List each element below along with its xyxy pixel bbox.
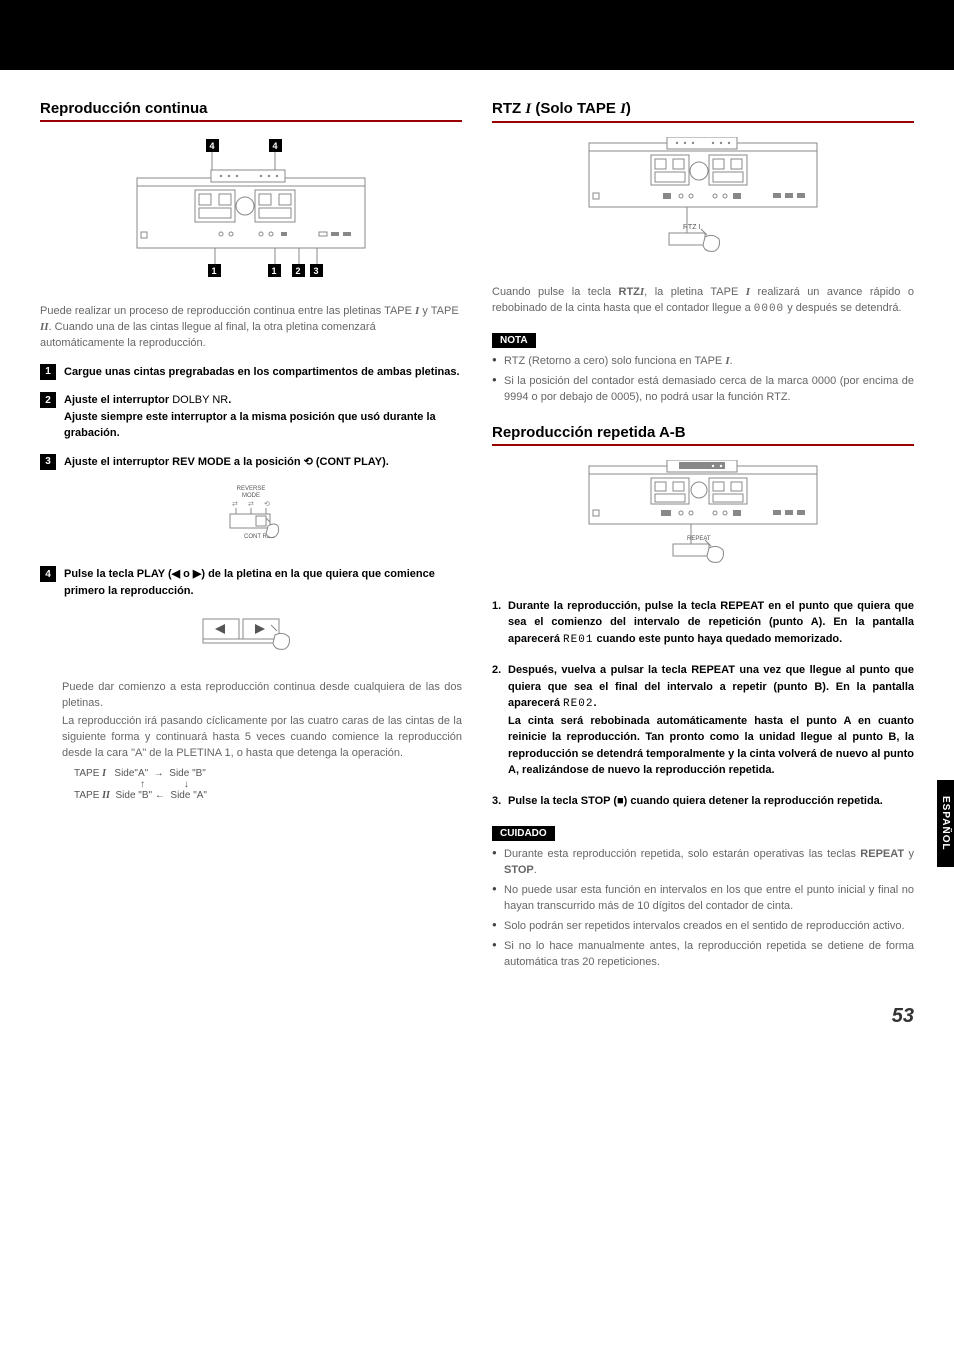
language-tab: ESPAÑOL (937, 780, 954, 867)
step-text: Ajuste el interruptor REV MODE a la posi… (64, 454, 462, 471)
svg-text:4: 4 (272, 141, 277, 151)
svg-text:1: 1 (211, 266, 216, 276)
intro-paragraph: Puede realizar un proceso de reproducció… (40, 304, 462, 352)
rev-mode-diagram: REVERSE MODE ⇄ ⇄ ⟲ CONT REC (40, 482, 462, 552)
ab-step-2: Después, vuelva a pulsar la tecla REPEAT… (492, 662, 914, 779)
note-list: RTZ (Retorno a cero) solo funciona en TA… (492, 354, 914, 406)
step-number: 1 (40, 364, 56, 380)
after-step4-p2: La reproducción irá pasando cíclicamente… (62, 714, 462, 762)
note-label: NOTA (492, 333, 536, 348)
caution-item: No puede usar esta función en intervalos… (492, 883, 914, 915)
step-number: 4 (40, 566, 56, 582)
header-bar (0, 0, 954, 70)
deck-diagram-ab: REPEAT (492, 460, 914, 580)
svg-text:2: 2 (295, 266, 300, 276)
rtz-body: Cuando pulse la tecla RTZI, la pletina T… (492, 285, 914, 318)
caution-list: Durante esta reproducción repetida, solo… (492, 847, 914, 971)
step-text: Ajuste el interruptor DOLBY NR.Ajuste si… (64, 392, 462, 442)
deck-diagram-rtz: RTZ I (492, 137, 914, 267)
svg-text:1: 1 (271, 266, 276, 276)
deck-diagram-continuous: 4 4 (40, 136, 462, 286)
note-item: Si la posición del contador está demasia… (492, 374, 914, 406)
svg-text:REVERSE: REVERSE (237, 486, 266, 492)
ab-steps: Durante la reproducción, pulse la tecla … (492, 598, 914, 810)
svg-text:4: 4 (209, 141, 214, 151)
right-column: RTZ I (Solo TAPE I) (492, 100, 914, 985)
ab-step-3: Pulse la tecla STOP (■) cuando quiera de… (492, 793, 914, 810)
step-text: Cargue unas cintas pregrabadas en los co… (64, 364, 462, 381)
play-buttons-diagram (40, 611, 462, 666)
step-2: 2 Ajuste el interruptor DOLBY NR.Ajuste … (40, 392, 462, 442)
step-3: 3 Ajuste el interruptor REV MODE a la po… (40, 454, 462, 471)
step-text: Pulse la tecla PLAY (◀ o ▶) de la pletin… (64, 566, 462, 599)
caution-item: Solo podrán ser repetidos intervalos cre… (492, 919, 914, 935)
svg-text:⇄: ⇄ (248, 501, 254, 508)
svg-text:3: 3 (313, 266, 318, 276)
note-item: RTZ (Retorno a cero) solo funciona en TA… (492, 354, 914, 370)
step-4: 4 Pulse la tecla PLAY (◀ o ▶) de la plet… (40, 566, 462, 599)
page-number: 53 (0, 1005, 954, 1048)
left-column: Reproducción continua 4 4 (40, 100, 462, 985)
svg-text:MODE: MODE (242, 493, 260, 499)
rtz-label: RTZ I (683, 224, 700, 231)
section-title-rtz: RTZ I (Solo TAPE I) (492, 100, 914, 123)
ab-step-1: Durante la reproducción, pulse la tecla … (492, 598, 914, 649)
side-flow: TAPE I Side"A" → Side "B" ↑ ↓ TAPE II Si… (74, 768, 462, 801)
svg-text:⇄: ⇄ (232, 501, 238, 508)
caution-label: CUIDADO (492, 826, 555, 841)
svg-text:⟲: ⟲ (264, 501, 270, 508)
section-title-continuous: Reproducción continua (40, 100, 462, 122)
caution-item: Si no lo hace manualmente antes, la repr… (492, 939, 914, 971)
step-number: 2 (40, 392, 56, 408)
caution-item: Durante esta reproducción repetida, solo… (492, 847, 914, 879)
step-number: 3 (40, 454, 56, 470)
step-1: 1 Cargue unas cintas pregrabadas en los … (40, 364, 462, 381)
after-step4-p1: Puede dar comienzo a esta reproducción c… (62, 680, 462, 712)
section-title-ab: Reproducción repetida A-B (492, 424, 914, 446)
